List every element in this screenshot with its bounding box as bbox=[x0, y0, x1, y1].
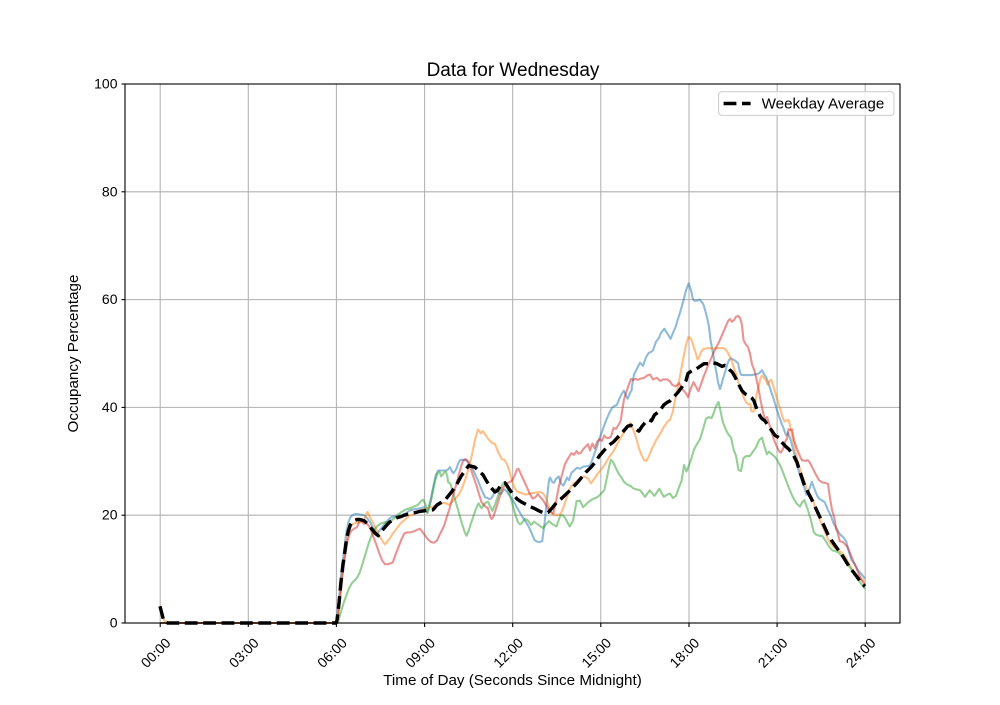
svg-text:20: 20 bbox=[102, 507, 118, 523]
svg-text:Weekday Average: Weekday Average bbox=[762, 95, 885, 112]
svg-text:40: 40 bbox=[102, 399, 118, 415]
svg-text:60: 60 bbox=[102, 291, 118, 307]
svg-text:100: 100 bbox=[94, 76, 118, 92]
svg-text:80: 80 bbox=[102, 183, 118, 199]
svg-text:Time of Day (Seconds Since Mid: Time of Day (Seconds Since Midnight) bbox=[383, 672, 642, 689]
svg-text:Occupancy Percentage: Occupancy Percentage bbox=[65, 275, 82, 433]
svg-text:0: 0 bbox=[110, 615, 118, 631]
svg-text:Data for Wednesday: Data for Wednesday bbox=[427, 60, 600, 81]
